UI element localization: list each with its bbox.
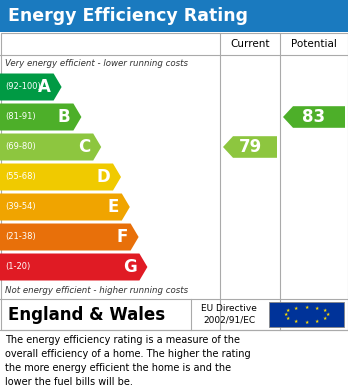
Text: B: B xyxy=(58,108,70,126)
Text: ★: ★ xyxy=(315,305,319,310)
Polygon shape xyxy=(283,106,345,128)
Text: Not energy efficient - higher running costs: Not energy efficient - higher running co… xyxy=(5,286,188,295)
Text: (92-100): (92-100) xyxy=(5,83,41,91)
Text: ★: ★ xyxy=(304,305,309,310)
Polygon shape xyxy=(223,136,277,158)
Text: C: C xyxy=(78,138,90,156)
Polygon shape xyxy=(0,163,121,190)
Polygon shape xyxy=(0,224,139,251)
Polygon shape xyxy=(0,104,81,131)
Text: ★: ★ xyxy=(315,319,319,323)
Text: F: F xyxy=(116,228,128,246)
Text: E: E xyxy=(108,198,119,216)
Text: ★: ★ xyxy=(304,319,309,325)
Text: 83: 83 xyxy=(302,108,326,126)
Text: ★: ★ xyxy=(294,319,298,323)
Bar xyxy=(0,33,348,330)
Text: (81-91): (81-91) xyxy=(5,113,35,122)
Text: ★: ★ xyxy=(294,305,298,310)
Text: (55-68): (55-68) xyxy=(5,172,36,181)
Bar xyxy=(269,302,344,327)
Text: Potential: Potential xyxy=(291,39,337,49)
Text: ★: ★ xyxy=(283,312,288,317)
Text: G: G xyxy=(122,258,136,276)
Text: D: D xyxy=(96,168,110,186)
Text: (39-54): (39-54) xyxy=(5,203,35,212)
Text: A: A xyxy=(38,78,50,96)
Text: (69-80): (69-80) xyxy=(5,142,36,151)
Text: ★: ★ xyxy=(323,308,327,313)
Text: Very energy efficient - lower running costs: Very energy efficient - lower running co… xyxy=(5,59,188,68)
Text: The energy efficiency rating is a measure of the
overall efficiency of a home. T: The energy efficiency rating is a measur… xyxy=(5,335,251,387)
Text: EU Directive
2002/91/EC: EU Directive 2002/91/EC xyxy=(201,304,257,325)
Polygon shape xyxy=(0,133,101,160)
Text: (1-20): (1-20) xyxy=(5,262,30,271)
Polygon shape xyxy=(0,194,130,221)
Text: ★: ★ xyxy=(325,312,330,317)
Text: 79: 79 xyxy=(238,138,262,156)
Text: England & Wales: England & Wales xyxy=(8,305,165,323)
Text: Energy Efficiency Rating: Energy Efficiency Rating xyxy=(8,7,248,25)
Polygon shape xyxy=(0,74,62,100)
Text: ★: ★ xyxy=(323,316,327,321)
Bar xyxy=(0,0,348,32)
Polygon shape xyxy=(0,253,148,280)
Text: Current: Current xyxy=(230,39,270,49)
Text: (21-38): (21-38) xyxy=(5,233,36,242)
Text: ★: ★ xyxy=(286,308,291,313)
Text: ★: ★ xyxy=(286,316,291,321)
